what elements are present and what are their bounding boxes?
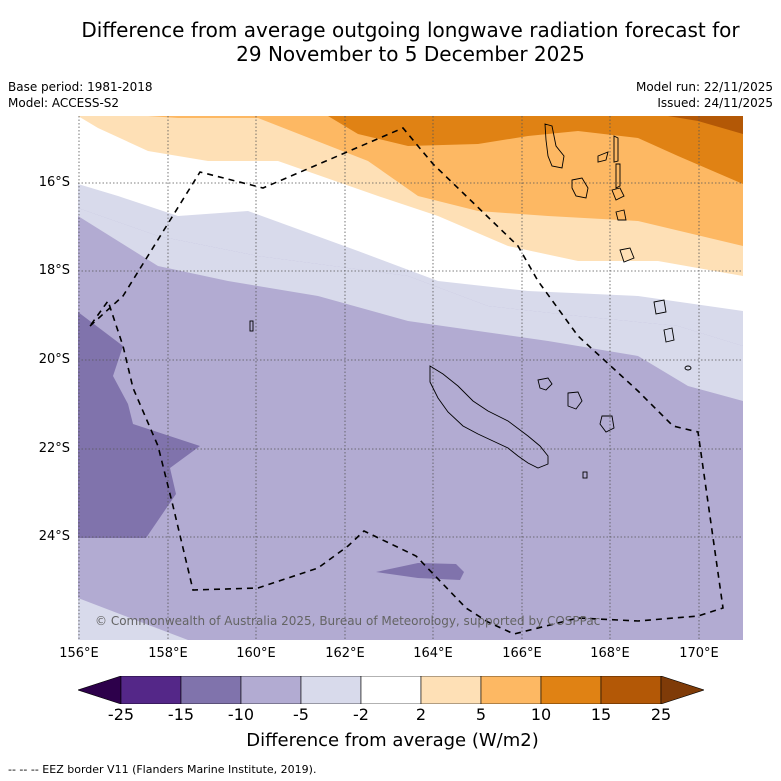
- colorbar-tick-label: -5: [293, 705, 309, 724]
- issued-date: Issued: 24/11/2025: [657, 96, 773, 110]
- island-east-1: [653, 299, 667, 315]
- colorbar-cell: [360, 676, 422, 704]
- vanuatu-tanna: [619, 247, 635, 263]
- model-name: Model: ACCESS-S2: [8, 96, 120, 110]
- band-10-15: [328, 116, 743, 184]
- lon-label-158e: 158°E: [148, 646, 188, 661]
- colorbar-tick-label: -10: [227, 705, 255, 724]
- lat-label-16s: 16°S: [38, 175, 70, 190]
- band-neg5-neg2: [78, 208, 743, 401]
- vanuatu-island-2: [613, 135, 619, 163]
- vanuatu-island-6: [611, 187, 625, 201]
- meta-left: Base period: 1981-2018 Model: ACCESS-S2: [8, 79, 153, 111]
- loyalty-island-2: [567, 391, 583, 410]
- band-neg15-neg10-south: [376, 563, 464, 580]
- colorbar-cell: [300, 676, 362, 704]
- island-east-3: [684, 365, 692, 371]
- lon-label-160e: 160°E: [236, 646, 276, 661]
- lat-label-20s: 20°S: [38, 352, 70, 367]
- band-15-25: [668, 116, 743, 134]
- band-5-10: [148, 116, 743, 246]
- colorbar-tick-label: 25: [650, 705, 672, 724]
- vanuatu-malakula: [571, 177, 589, 199]
- colorbar-extend-high: [660, 676, 704, 704]
- vanuatu-island-5: [615, 163, 621, 189]
- colorbar-tick-label: -25: [107, 705, 135, 724]
- walpole-island: [582, 471, 588, 479]
- loyalty-island-1: [537, 377, 553, 391]
- title-line-2: 29 November to 5 December 2025: [236, 42, 585, 66]
- vanuatu-island-3: [597, 151, 609, 163]
- colorbar-tick-label: 5: [475, 705, 487, 724]
- lat-label-22s: 22°S: [38, 441, 70, 456]
- colorbar-tick-label: 15: [590, 705, 612, 724]
- colorbar-tick-label: 10: [530, 705, 552, 724]
- lon-label-170e: 170°E: [679, 646, 719, 661]
- colorbar-tick-label: -15: [167, 705, 195, 724]
- new-caledonia-outline: [429, 365, 549, 469]
- colorbar-tick-label: 2: [415, 705, 427, 724]
- colorbar-cell: [180, 676, 242, 704]
- lat-label-18s: 18°S: [38, 263, 70, 278]
- chart-title: Difference from average outgoing longwav…: [0, 18, 781, 66]
- band-neg15-neg10-west: [78, 312, 200, 538]
- title-line-1: Difference from average outgoing longwav…: [81, 18, 740, 42]
- model-run: Model run: 22/11/2025: [635, 80, 773, 94]
- lon-label-164e: 164°E: [413, 646, 453, 661]
- colorbar-cell: [600, 676, 662, 704]
- lon-label-162e: 162°E: [325, 646, 365, 661]
- island-east-2: [663, 327, 675, 343]
- colorbar-cell: [240, 676, 302, 704]
- colorbar-tick-label: -2: [353, 705, 369, 724]
- lat-label-24s: 24°S: [38, 529, 70, 544]
- colorbar: [78, 676, 704, 704]
- vanuatu-efate: [615, 209, 627, 221]
- meta-right: Model run: 22/11/2025 Issued: 24/11/2025: [636, 79, 773, 111]
- lon-label-168e: 168°E: [590, 646, 630, 661]
- colorbar-cell: [420, 676, 482, 704]
- colorbar-cell: [540, 676, 602, 704]
- colorbar-label: Difference from average (W/m2): [246, 730, 539, 751]
- eez-border: [89, 127, 724, 635]
- lon-label-166e: 166°E: [502, 646, 542, 661]
- copyright-notice: © Commonwealth of Australia 2025, Bureau…: [95, 614, 601, 628]
- colorbar-extend-low: [78, 676, 122, 704]
- chesterfield-islet: [249, 320, 254, 332]
- eez-footnote: -- -- -- EEZ border V11 (Flanders Marine…: [8, 763, 317, 776]
- base-period: Base period: 1981-2018: [8, 80, 153, 94]
- map-plot: [78, 116, 743, 640]
- colorbar-cells: [120, 676, 662, 704]
- vanuatu-espiritu-santo: [544, 123, 565, 169]
- loyalty-island-3: [599, 415, 615, 433]
- gridlines: [78, 116, 743, 640]
- colorbar-cell: [480, 676, 542, 704]
- colorbar-cell: [120, 676, 182, 704]
- band-neg5-neg2-sw: [78, 598, 188, 640]
- lon-label-156e: 156°E: [59, 646, 99, 661]
